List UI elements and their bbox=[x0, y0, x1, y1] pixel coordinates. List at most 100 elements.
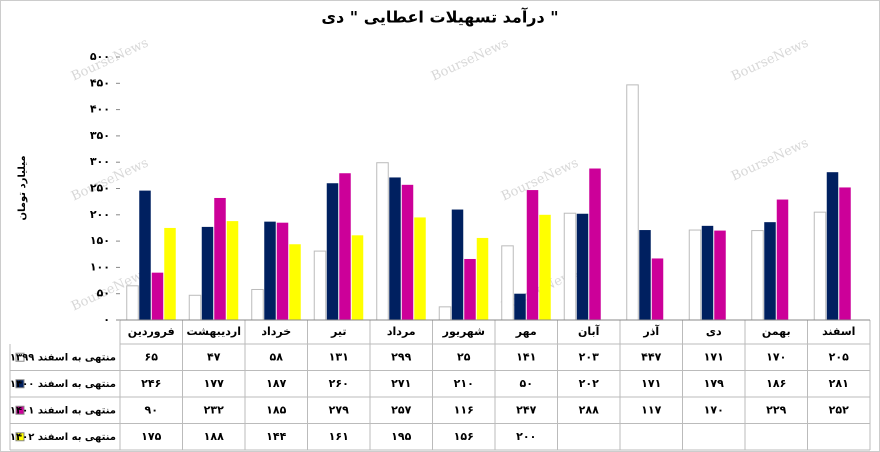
x-tick-label: آبان bbox=[578, 324, 600, 338]
data-label: ۲۵۷ bbox=[391, 403, 411, 416]
y-tick-label: ۵۰۰ bbox=[90, 50, 110, 63]
chart-title: درآمد تسهیلات اعطایی " دی " bbox=[321, 7, 558, 27]
bar bbox=[351, 235, 364, 320]
data-label: ۲۵ bbox=[457, 350, 471, 363]
bar bbox=[813, 211, 827, 321]
y-tick-label: ۵۰ bbox=[97, 287, 110, 300]
data-label: ۲۰۲ bbox=[579, 377, 599, 390]
x-tick-label: دی bbox=[706, 325, 722, 338]
legend-swatch bbox=[15, 405, 25, 415]
bar bbox=[626, 84, 639, 321]
y-tick-label: ۴۰۰ bbox=[90, 103, 110, 116]
bar bbox=[376, 162, 389, 321]
bar bbox=[714, 230, 726, 320]
legend-label: منتهی به اسفند ۱۳۹۹ bbox=[10, 352, 116, 363]
bar bbox=[464, 258, 476, 320]
bar bbox=[751, 230, 764, 321]
y-tick-label: ۳۵۰ bbox=[90, 129, 110, 142]
data-label: ۱۷۱ bbox=[704, 350, 724, 363]
legend-swatch bbox=[15, 432, 25, 442]
bar bbox=[639, 230, 651, 320]
y-axis-label: میلیارد تومان bbox=[17, 155, 28, 220]
bar bbox=[764, 222, 776, 320]
data-label: ۲۹۹ bbox=[391, 350, 411, 363]
bar bbox=[526, 190, 539, 320]
data-label: ۲۳۲ bbox=[204, 403, 224, 416]
bar bbox=[389, 177, 401, 320]
y-tick-label: ۲۵۰ bbox=[90, 182, 110, 195]
y-tick-label: ۰ bbox=[103, 313, 110, 326]
bar bbox=[164, 227, 176, 320]
bar bbox=[126, 285, 139, 321]
bar bbox=[563, 212, 577, 321]
x-tick-label: تیر bbox=[330, 325, 346, 338]
data-label: ۱۳۱ bbox=[329, 350, 349, 363]
data-label: ۵۸ bbox=[270, 350, 284, 363]
bar bbox=[451, 209, 464, 320]
y-tick-label: ۲۰۰ bbox=[90, 208, 110, 221]
data-label: ۱۸۶ bbox=[766, 377, 786, 390]
data-label: ۱۸۵ bbox=[266, 403, 286, 416]
data-label: ۲۷۱ bbox=[391, 377, 411, 390]
x-tick-label: مهر bbox=[515, 325, 537, 338]
data-label: ۹۰ bbox=[145, 403, 158, 416]
data-label: ۱۶۱ bbox=[329, 430, 349, 443]
bar bbox=[776, 199, 789, 320]
bar bbox=[339, 173, 351, 320]
legend-swatch bbox=[15, 379, 25, 389]
data-label: ۱۷۰ bbox=[704, 403, 724, 416]
y-tick-label: ۴۵۰ bbox=[90, 76, 110, 89]
bar bbox=[251, 288, 264, 321]
bar bbox=[214, 197, 226, 320]
data-label: ۲۰۳ bbox=[579, 350, 599, 363]
data-label: ۲۰۰ bbox=[516, 430, 536, 443]
legend-swatch bbox=[15, 352, 25, 362]
bar bbox=[289, 244, 301, 320]
legend-label: منتهی به اسفند ۱۴۰۱ bbox=[10, 405, 116, 416]
data-label: ۱۸۸ bbox=[204, 430, 224, 443]
x-tick-label: شهریور bbox=[442, 325, 485, 338]
data-label: ۱۱۷ bbox=[641, 403, 661, 416]
bar bbox=[514, 293, 526, 320]
data-label: ۲۸۸ bbox=[579, 403, 599, 416]
legend-label: منتهی به اسفند ۱۴۰۰ bbox=[10, 379, 116, 390]
x-tick-label: آذر bbox=[642, 324, 659, 338]
x-tick-label: فروردین bbox=[128, 325, 175, 338]
bar bbox=[651, 258, 664, 320]
data-label: ۵۰ bbox=[520, 377, 533, 390]
data-label: ۴۴۷ bbox=[641, 350, 661, 363]
bar bbox=[276, 222, 289, 320]
bar bbox=[438, 306, 452, 321]
x-tick-label: خرداد bbox=[261, 325, 291, 338]
bar bbox=[701, 225, 714, 320]
data-label: ۲۷۹ bbox=[329, 403, 349, 416]
bar bbox=[539, 214, 551, 320]
bar bbox=[576, 213, 589, 320]
legend-label: منتهی به اسفند ۱۴۰۲ bbox=[10, 432, 116, 443]
y-tick-label: ۱۰۰ bbox=[90, 260, 110, 273]
y-tick-label: ۳۰۰ bbox=[90, 155, 110, 168]
bar bbox=[326, 183, 339, 320]
bar bbox=[839, 187, 851, 320]
x-tick-label: مرداد bbox=[387, 325, 416, 338]
data-label: ۲۲۹ bbox=[766, 403, 786, 416]
bar bbox=[826, 172, 839, 320]
data-label: ۱۱۶ bbox=[454, 403, 474, 416]
data-label: ۲۴۶ bbox=[141, 377, 161, 390]
bar bbox=[589, 168, 601, 320]
bar bbox=[688, 229, 702, 321]
data-label: ۲۵۲ bbox=[829, 403, 849, 416]
data-label: ۲۰۵ bbox=[829, 350, 849, 363]
data-label: ۶۵ bbox=[145, 350, 159, 363]
data-label: ۱۷۹ bbox=[704, 377, 724, 390]
data-label: ۱۴۱ bbox=[516, 350, 536, 363]
x-tick-label: اردیبهشت bbox=[187, 325, 241, 338]
data-label: ۲۴۷ bbox=[516, 403, 536, 416]
data-label: ۲۱۰ bbox=[454, 377, 474, 390]
bar bbox=[501, 245, 514, 321]
bar bbox=[151, 272, 164, 320]
bar bbox=[139, 190, 151, 320]
bar bbox=[188, 294, 202, 321]
data-label: ۱۵۶ bbox=[454, 430, 474, 443]
data-label: ۲۶۰ bbox=[329, 377, 349, 390]
